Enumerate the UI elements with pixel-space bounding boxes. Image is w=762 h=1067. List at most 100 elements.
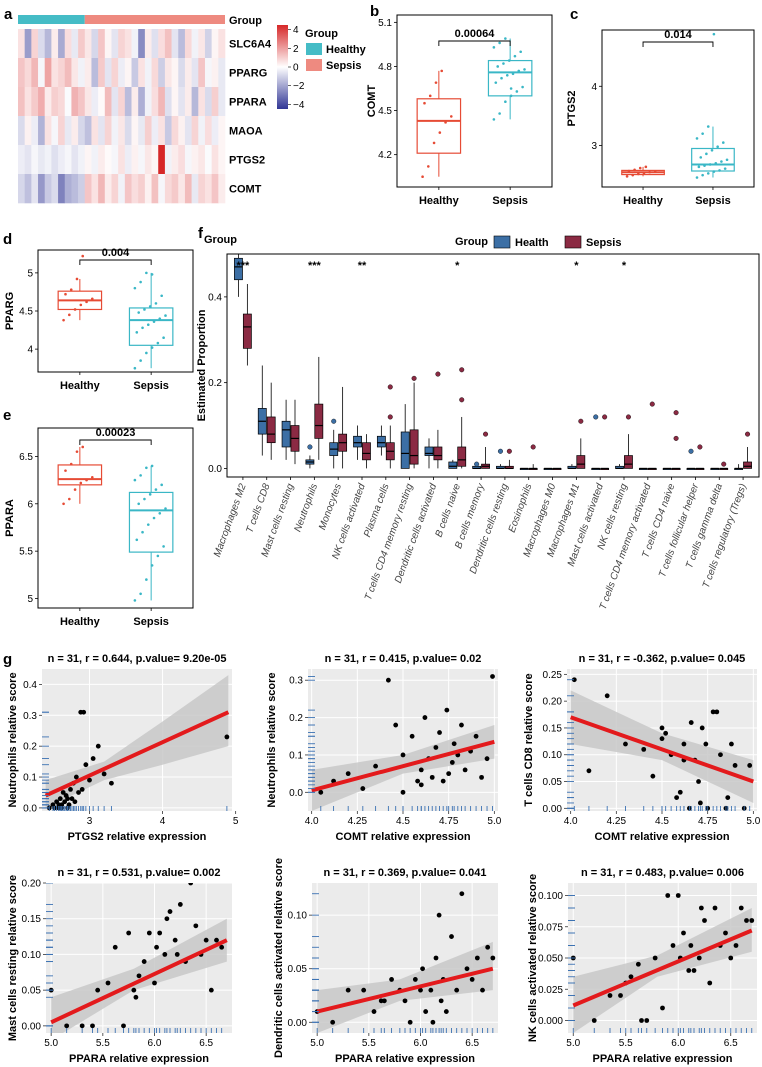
heatmap-cell	[64, 29, 72, 59]
heatmap-cell	[38, 29, 46, 59]
data-point	[695, 176, 699, 179]
heatmap-cell	[44, 87, 52, 117]
data-point	[703, 164, 706, 167]
scatter-point	[345, 987, 351, 993]
scatter-point	[607, 993, 613, 998]
heatmap-cell	[24, 145, 32, 175]
heatmap-cell	[184, 174, 192, 204]
scatter-title: n = 31, r = 0.483, p.value= 0.006	[581, 867, 744, 879]
data-point	[701, 132, 704, 135]
heatmap-cell	[111, 145, 119, 175]
heatmap-cell	[24, 87, 32, 117]
scatter-point	[480, 987, 485, 993]
outlier-point	[497, 448, 503, 454]
scatter-point	[688, 943, 694, 948]
outlier-point	[530, 444, 536, 450]
scatter-point	[136, 973, 142, 979]
gene-label: PTGS2	[229, 155, 265, 167]
x-axis-label: COMT relative expression	[335, 831, 470, 843]
y-tick-label: 0.15	[22, 914, 42, 925]
scatter-point	[193, 923, 199, 929]
heatmap-cell	[64, 174, 72, 204]
heatmap-cell	[24, 174, 32, 204]
gene-label: PPARA	[229, 97, 267, 109]
heatmap-cell	[204, 145, 212, 175]
scatter-point	[73, 774, 79, 780]
outlier-point	[602, 414, 608, 420]
data-point	[150, 564, 154, 567]
data-point	[710, 148, 714, 152]
outlier-point	[649, 401, 655, 407]
heatmap-cell	[98, 174, 106, 204]
scatter-point	[412, 977, 418, 982]
scatter-point	[659, 736, 665, 742]
data-point	[75, 450, 79, 453]
data-point	[85, 478, 88, 482]
scatter-point	[172, 937, 178, 943]
scatter-point	[459, 722, 464, 728]
data-point	[145, 271, 148, 275]
data-point	[137, 311, 141, 314]
heatmap-cell	[51, 116, 59, 146]
x-tick-label: 5.5	[619, 1038, 633, 1049]
data-point	[440, 69, 444, 73]
data-point	[75, 277, 79, 281]
data-point	[64, 469, 67, 472]
x-axis-label: COMT relative expression	[594, 831, 729, 843]
regression-line	[572, 928, 753, 1008]
heatmap-cell	[18, 174, 25, 204]
heatmap-cell	[44, 174, 52, 204]
y-tick-label: 0.05	[22, 986, 42, 997]
scatter-point	[729, 741, 734, 747]
heatmap-cell	[38, 116, 46, 146]
scatter-point	[146, 930, 152, 936]
heatmap-cell	[131, 174, 139, 204]
boxplot-panel-c: c 3 4 PTGS2 Healthy Sepsis 0.014	[566, 6, 755, 207]
scatter-point	[152, 980, 157, 986]
data-point	[434, 81, 438, 84]
y-axis-label: PTGS2	[566, 90, 578, 126]
data-point	[642, 172, 646, 175]
scatter-point	[490, 955, 496, 961]
x-tick-label: 5.5	[96, 1038, 110, 1049]
gene-label: PPARG	[229, 68, 267, 80]
heatmap-cell	[218, 145, 226, 175]
heatmap-cell	[151, 174, 159, 204]
box-health	[281, 420, 291, 448]
data-point	[706, 172, 710, 175]
data-point	[139, 280, 142, 284]
box-sepsis	[576, 455, 586, 469]
data-point	[697, 165, 701, 169]
scatter-title: n = 31, r = 0.369, p.value= 0.041	[324, 867, 487, 879]
heatmap-cell	[191, 116, 199, 146]
scatter-point	[141, 959, 147, 964]
scatter-point	[415, 778, 421, 784]
data-point	[695, 137, 699, 140]
scatter-point	[464, 966, 470, 972]
heatmap-cell	[198, 145, 206, 175]
plot-area	[46, 883, 228, 1033]
scatter-point	[747, 763, 753, 768]
panel-letter-b: b	[370, 3, 379, 20]
data-point	[500, 76, 503, 80]
scatter-point	[345, 771, 351, 777]
box-sepsis	[362, 442, 371, 461]
scatter-point	[109, 780, 114, 786]
heatmap-cell	[204, 58, 212, 88]
significance-mark: *	[622, 260, 627, 272]
scatter-panel-g2: 4.0 4.25 4.5 4.75 5.0 0.0 0.1 0.2 0.3 n = 31, r =…	[266, 653, 502, 843]
scatter-point	[164, 916, 170, 922]
y-tick-label: 0.15	[543, 723, 563, 734]
cell-type-label: Monocytes	[317, 482, 344, 531]
data-point	[712, 170, 716, 173]
legend-label-health: Health	[515, 237, 549, 249]
heatmap-cell	[124, 145, 132, 175]
y-tick-label: 5	[27, 268, 33, 279]
scatter-point	[688, 720, 694, 725]
heatmap-cell	[18, 116, 25, 146]
scatter-point	[433, 955, 439, 961]
y-tick-label: 6.5	[19, 452, 33, 463]
outlier-point	[331, 418, 337, 424]
data-point	[133, 478, 137, 482]
